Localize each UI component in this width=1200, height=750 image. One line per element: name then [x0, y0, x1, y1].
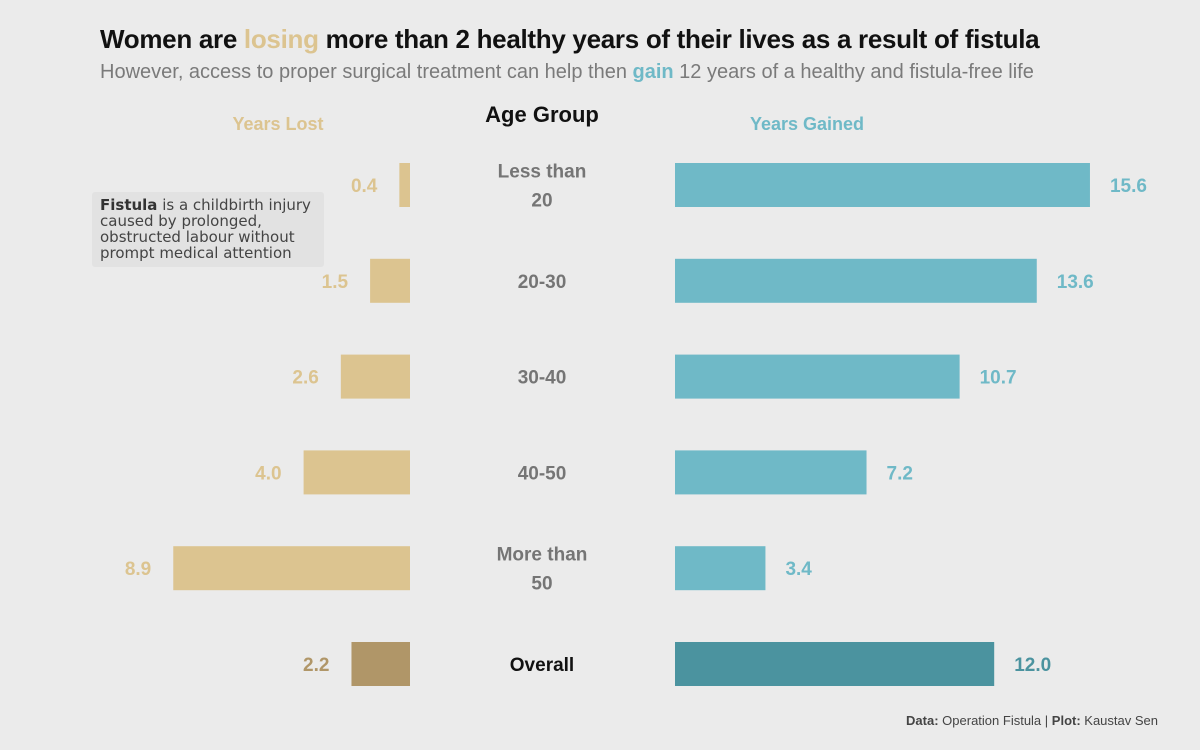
bar-years-lost [370, 258, 410, 303]
label-years-lost: 2.6 [292, 368, 318, 389]
label-years-gained: 10.7 [980, 368, 1017, 389]
category-label: Less than [498, 162, 587, 183]
label-years-gained: 12.0 [1014, 655, 1051, 676]
category-label: 40-50 [518, 463, 567, 484]
header-years-lost: Years Lost [232, 114, 323, 134]
bar-years-gained [675, 258, 1037, 303]
bar-years-lost [351, 642, 410, 686]
bar-years-lost [173, 546, 410, 591]
category-label: 20 [531, 191, 552, 212]
label-years-lost: 2.2 [303, 655, 329, 676]
source-caption: Data: Operation Fistula | Plot: Kaustav … [906, 713, 1158, 728]
label-years-gained: 15.6 [1110, 176, 1147, 197]
chart-subtitle: However, access to proper surgical treat… [100, 61, 1034, 83]
header-age-group: Age Group [485, 102, 599, 127]
label-years-gained: 7.2 [887, 463, 913, 484]
bar-years-gained [675, 642, 995, 686]
category-label: 50 [531, 574, 552, 595]
label-years-lost: 8.9 [125, 559, 151, 580]
bar-years-lost [303, 450, 410, 495]
category-label: 30-40 [518, 368, 567, 389]
category-label: Overall [510, 655, 574, 676]
category-label: More than [497, 545, 588, 566]
label-years-lost: 1.5 [322, 272, 349, 293]
bar-years-gained [675, 546, 766, 591]
label-years-lost: 0.4 [351, 176, 378, 197]
category-label: 20-30 [518, 272, 567, 293]
bar-years-gained [675, 163, 1090, 207]
fistula-annotation: Fistula is a childbirth injury caused by… [92, 192, 324, 267]
label-years-lost: 4.0 [255, 463, 281, 484]
chart-title: Women are losing more than 2 healthy yea… [100, 24, 1040, 54]
bar-years-lost [399, 163, 410, 207]
label-years-gained: 3.4 [785, 559, 812, 580]
subtitle-highlight-gain: gain [632, 61, 674, 83]
label-years-gained: 13.6 [1057, 272, 1094, 293]
annotation-term: Fistula [100, 196, 158, 214]
bar-years-gained [675, 354, 960, 399]
bar-years-gained [675, 450, 867, 495]
annotation-text: is a childbirth injury caused by prolong… [100, 196, 311, 262]
header-years-gained: Years Gained [750, 114, 864, 134]
title-highlight-losing: losing [243, 24, 319, 54]
bar-years-lost [340, 354, 410, 399]
